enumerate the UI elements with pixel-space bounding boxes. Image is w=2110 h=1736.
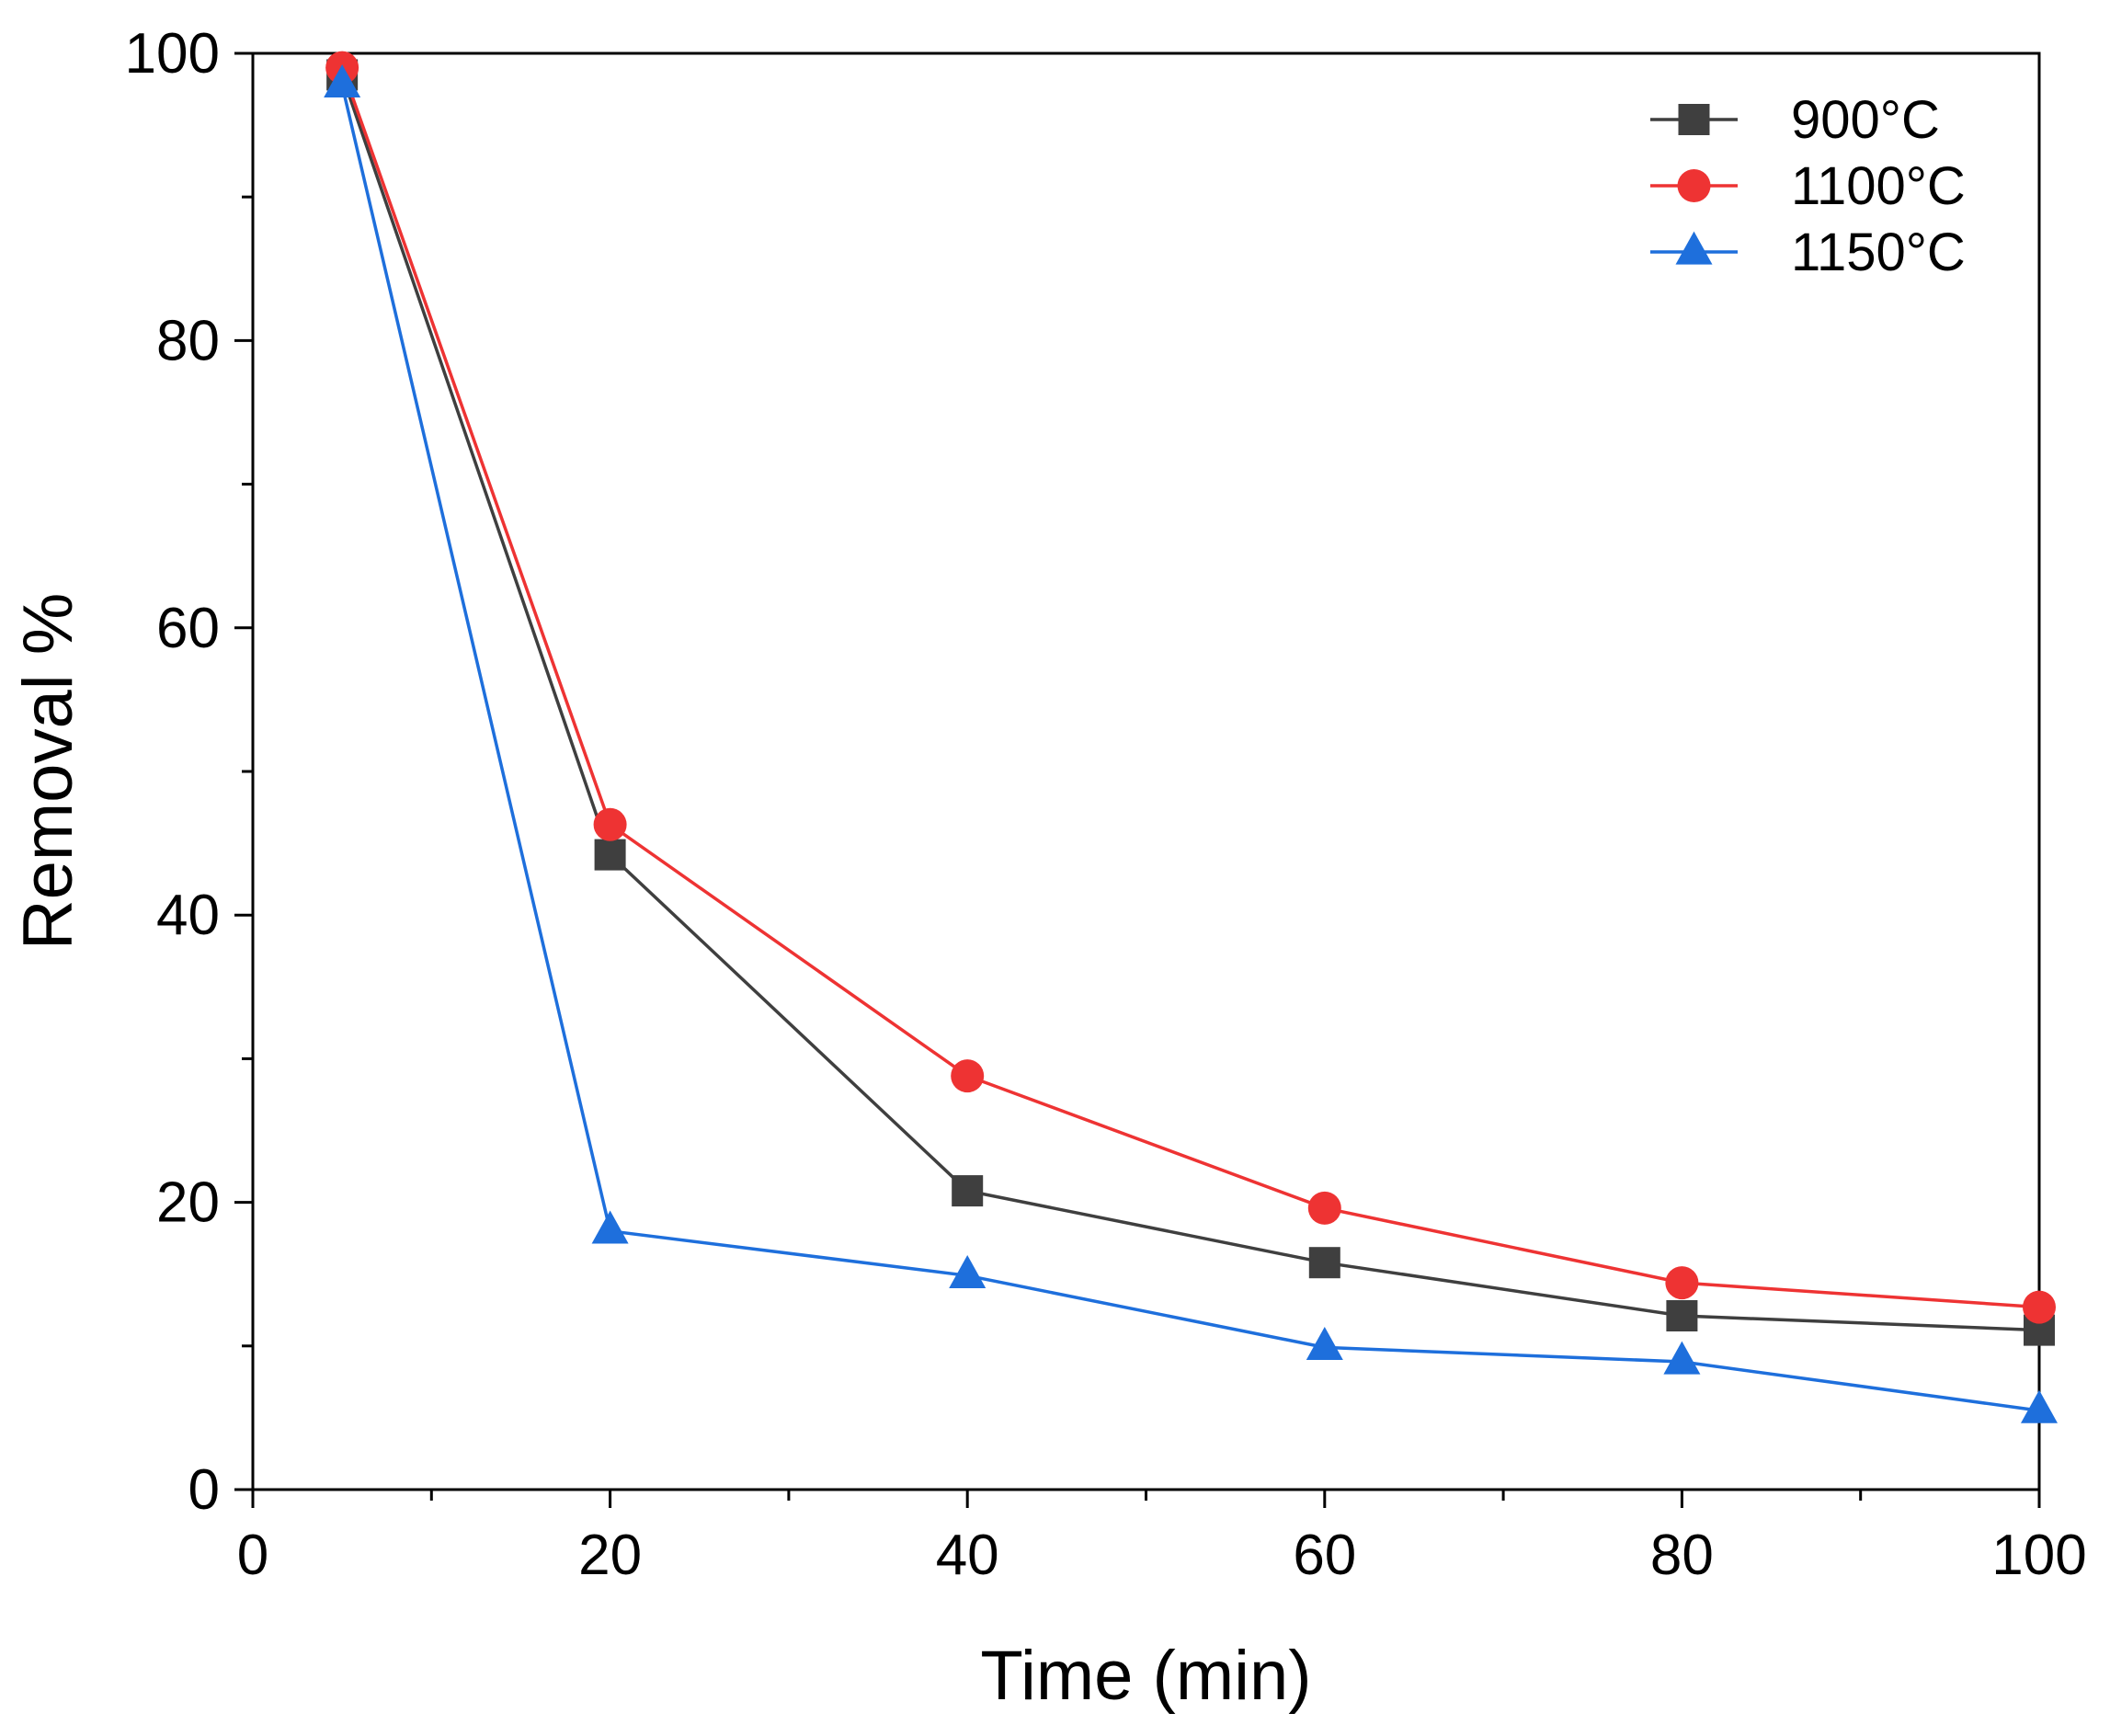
x-tick-label: 60	[1293, 1524, 1356, 1587]
data-point-circle	[2023, 1290, 2056, 1324]
x-tick-label: 20	[578, 1524, 642, 1587]
legend-entry: 900°C	[1650, 90, 1940, 150]
legend-marker-circle	[1677, 169, 1711, 202]
legend-label: 1100°C	[1791, 156, 1966, 216]
series-line	[340, 67, 2040, 1309]
axis-tick-labels: 0 20 40 60 80 100 0 20 40 60 80 100	[125, 22, 2087, 1587]
legend-marker-square	[1678, 104, 1710, 135]
x-axis-title: Time (min)	[980, 1637, 1311, 1715]
y-tick-label: 20	[156, 1171, 220, 1235]
data-point-square	[594, 839, 626, 871]
data-point-square	[1666, 1299, 1698, 1331]
y-tick-label: 100	[125, 22, 220, 86]
data-point-circle	[1665, 1266, 1699, 1300]
data-point-square	[952, 1175, 984, 1207]
x-tick-label: 0	[237, 1524, 268, 1587]
y-tick-label: 0	[188, 1458, 220, 1522]
data-point-triangle	[949, 1254, 987, 1288]
data-point-circle	[951, 1059, 985, 1093]
axis-ticks	[234, 51, 2041, 1508]
data-point-triangle	[1663, 1341, 1701, 1375]
data-point-triangle	[324, 64, 361, 98]
y-tick-label: 80	[156, 309, 220, 372]
data-point-circle	[1307, 1191, 1341, 1225]
data-point-triangle	[591, 1210, 629, 1244]
series-line	[340, 74, 2040, 1332]
series-layer	[324, 51, 2058, 1423]
legend-label: 1150°C	[1791, 223, 1966, 282]
plot-border	[251, 51, 2041, 1491]
x-tick-label: 80	[1650, 1524, 1714, 1587]
legend-label: 900°C	[1791, 90, 1940, 150]
legend-entry: 1150°C	[1650, 223, 1966, 282]
series-1	[325, 51, 2056, 1324]
data-point-square	[1308, 1247, 1340, 1279]
x-tick-label: 100	[1991, 1524, 2086, 1587]
x-tick-label: 40	[936, 1524, 999, 1587]
legend-marker-triangle	[1675, 231, 1713, 265]
y-tick-label: 60	[156, 597, 220, 660]
series-line	[340, 85, 2040, 1412]
y-tick-label: 40	[156, 884, 220, 947]
data-point-circle	[593, 807, 627, 841]
y-axis-title: Removal %	[9, 593, 87, 951]
series-2	[324, 64, 2058, 1423]
plot-frame	[251, 51, 2041, 1491]
data-point-triangle	[2021, 1389, 2058, 1423]
legend-entry: 1100°C	[1650, 156, 1966, 216]
data-point-triangle	[1306, 1327, 1343, 1361]
